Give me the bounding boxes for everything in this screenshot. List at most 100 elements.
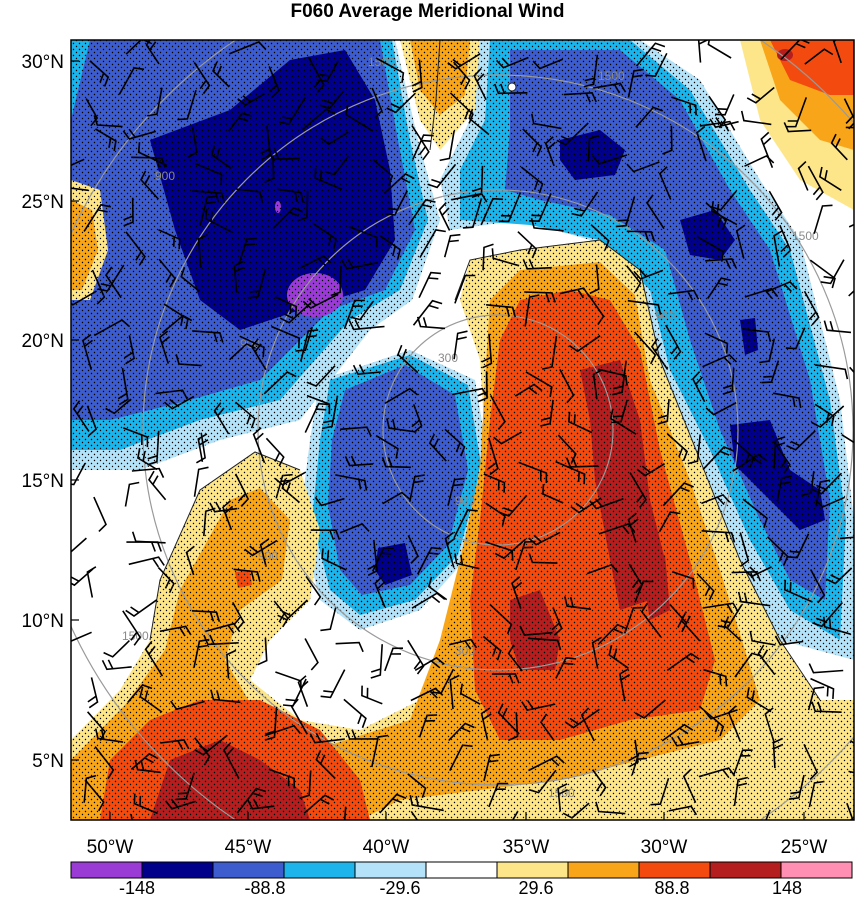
wind-barb	[522, 258, 552, 270]
wind-barb	[306, 394, 331, 415]
wind-barb	[640, 602, 662, 638]
wind-barb	[611, 399, 628, 424]
wind-barb	[278, 96, 306, 125]
wind-barb	[159, 625, 192, 637]
wind-barb	[650, 778, 670, 806]
colorbar-box	[354, 861, 427, 879]
wind-barb	[737, 591, 771, 607]
wind-barb	[86, 711, 106, 741]
wind-barb	[264, 155, 275, 183]
wind-barb	[488, 782, 509, 808]
wind-barb	[528, 531, 561, 546]
wind-barb	[197, 233, 208, 268]
wind-barb	[145, 40, 160, 65]
wind-barb	[735, 224, 746, 259]
wind-barb	[666, 433, 689, 462]
wind-barb	[499, 494, 528, 517]
wind-barb	[493, 431, 522, 445]
wind-barb	[514, 383, 543, 397]
wind-barb	[591, 636, 602, 669]
wind-barb	[528, 552, 558, 564]
wind-barb	[453, 330, 468, 360]
wind-barb	[444, 428, 466, 457]
wind-barb	[310, 529, 341, 540]
wind-barb	[161, 314, 193, 334]
wind-barb	[427, 163, 457, 189]
wind-barb	[158, 258, 176, 288]
wind-barb	[807, 686, 825, 711]
wind-barb	[194, 734, 228, 756]
lat-label: 10°N	[22, 611, 64, 632]
wind-barb	[635, 106, 663, 128]
wind-barb	[597, 368, 628, 386]
wind-barb	[345, 729, 379, 740]
wind-barb	[593, 82, 627, 94]
wind-barb	[780, 40, 810, 60]
wind-barb	[571, 191, 599, 217]
colorbar-box	[709, 861, 782, 879]
wind-barb	[589, 498, 624, 510]
wind-barb	[646, 194, 665, 230]
wind-barb	[439, 130, 455, 162]
map-frame	[70, 39, 855, 821]
wind-barb	[268, 149, 300, 161]
wind-barb	[133, 793, 158, 815]
wind-barb	[468, 108, 490, 136]
wind-barb	[520, 166, 544, 194]
wind-barb	[815, 364, 849, 380]
wind-barb	[515, 540, 536, 571]
wind-barb	[375, 434, 399, 459]
wind-barb	[233, 568, 261, 582]
lon-label: 35°W	[503, 837, 550, 858]
wind-barb	[773, 392, 802, 409]
wind-barb	[276, 188, 304, 203]
wind-barb	[628, 739, 639, 768]
wind-barb	[443, 233, 461, 258]
wind-barb	[767, 280, 798, 293]
wind-barb	[411, 404, 423, 434]
wind-barb	[125, 599, 158, 617]
wind-barb	[371, 734, 389, 768]
wind-barb	[559, 369, 575, 404]
wind-barb	[97, 264, 125, 292]
wind-barb	[228, 112, 252, 132]
wind-barb	[210, 145, 232, 169]
wind-barb	[170, 700, 205, 711]
colorbar-box	[567, 861, 640, 879]
lat-label: 15°N	[22, 471, 64, 492]
wind-barb	[197, 433, 209, 462]
wind-barb	[811, 701, 842, 713]
wind-barb	[740, 110, 772, 126]
wind-barb	[302, 293, 339, 310]
wind-barb	[71, 158, 85, 167]
wind-barb	[427, 576, 448, 601]
wind-barb	[592, 154, 628, 165]
wind-barb	[345, 104, 374, 132]
wind-barb	[238, 237, 257, 265]
wind-barb	[701, 493, 731, 506]
longitude-axis: 50°W 45°W 40°W 35°W 30°W 25°W	[87, 812, 827, 858]
wind-barb	[322, 395, 339, 430]
wind-barb	[93, 115, 123, 128]
colorbar-box	[425, 861, 498, 879]
wind-barb	[306, 365, 336, 387]
wind-barb	[568, 411, 593, 434]
wind-barb	[416, 316, 446, 330]
wind-barb	[626, 161, 660, 173]
wind-barb	[627, 299, 662, 315]
wind-barb	[203, 507, 216, 537]
wind-barb	[123, 335, 135, 365]
wind-barb	[772, 440, 791, 474]
wind-barb	[303, 794, 335, 814]
wind-barb	[232, 602, 245, 631]
wind-barb	[343, 299, 365, 330]
wind-barb	[134, 759, 161, 774]
wind-barb	[722, 368, 735, 395]
wind-barb	[521, 700, 556, 711]
colorbar-box	[70, 861, 143, 879]
wind-barb	[410, 687, 444, 702]
wind-barb	[459, 683, 481, 705]
colorbar-label: -88.8	[244, 878, 285, 898]
wind-barb	[532, 58, 563, 70]
